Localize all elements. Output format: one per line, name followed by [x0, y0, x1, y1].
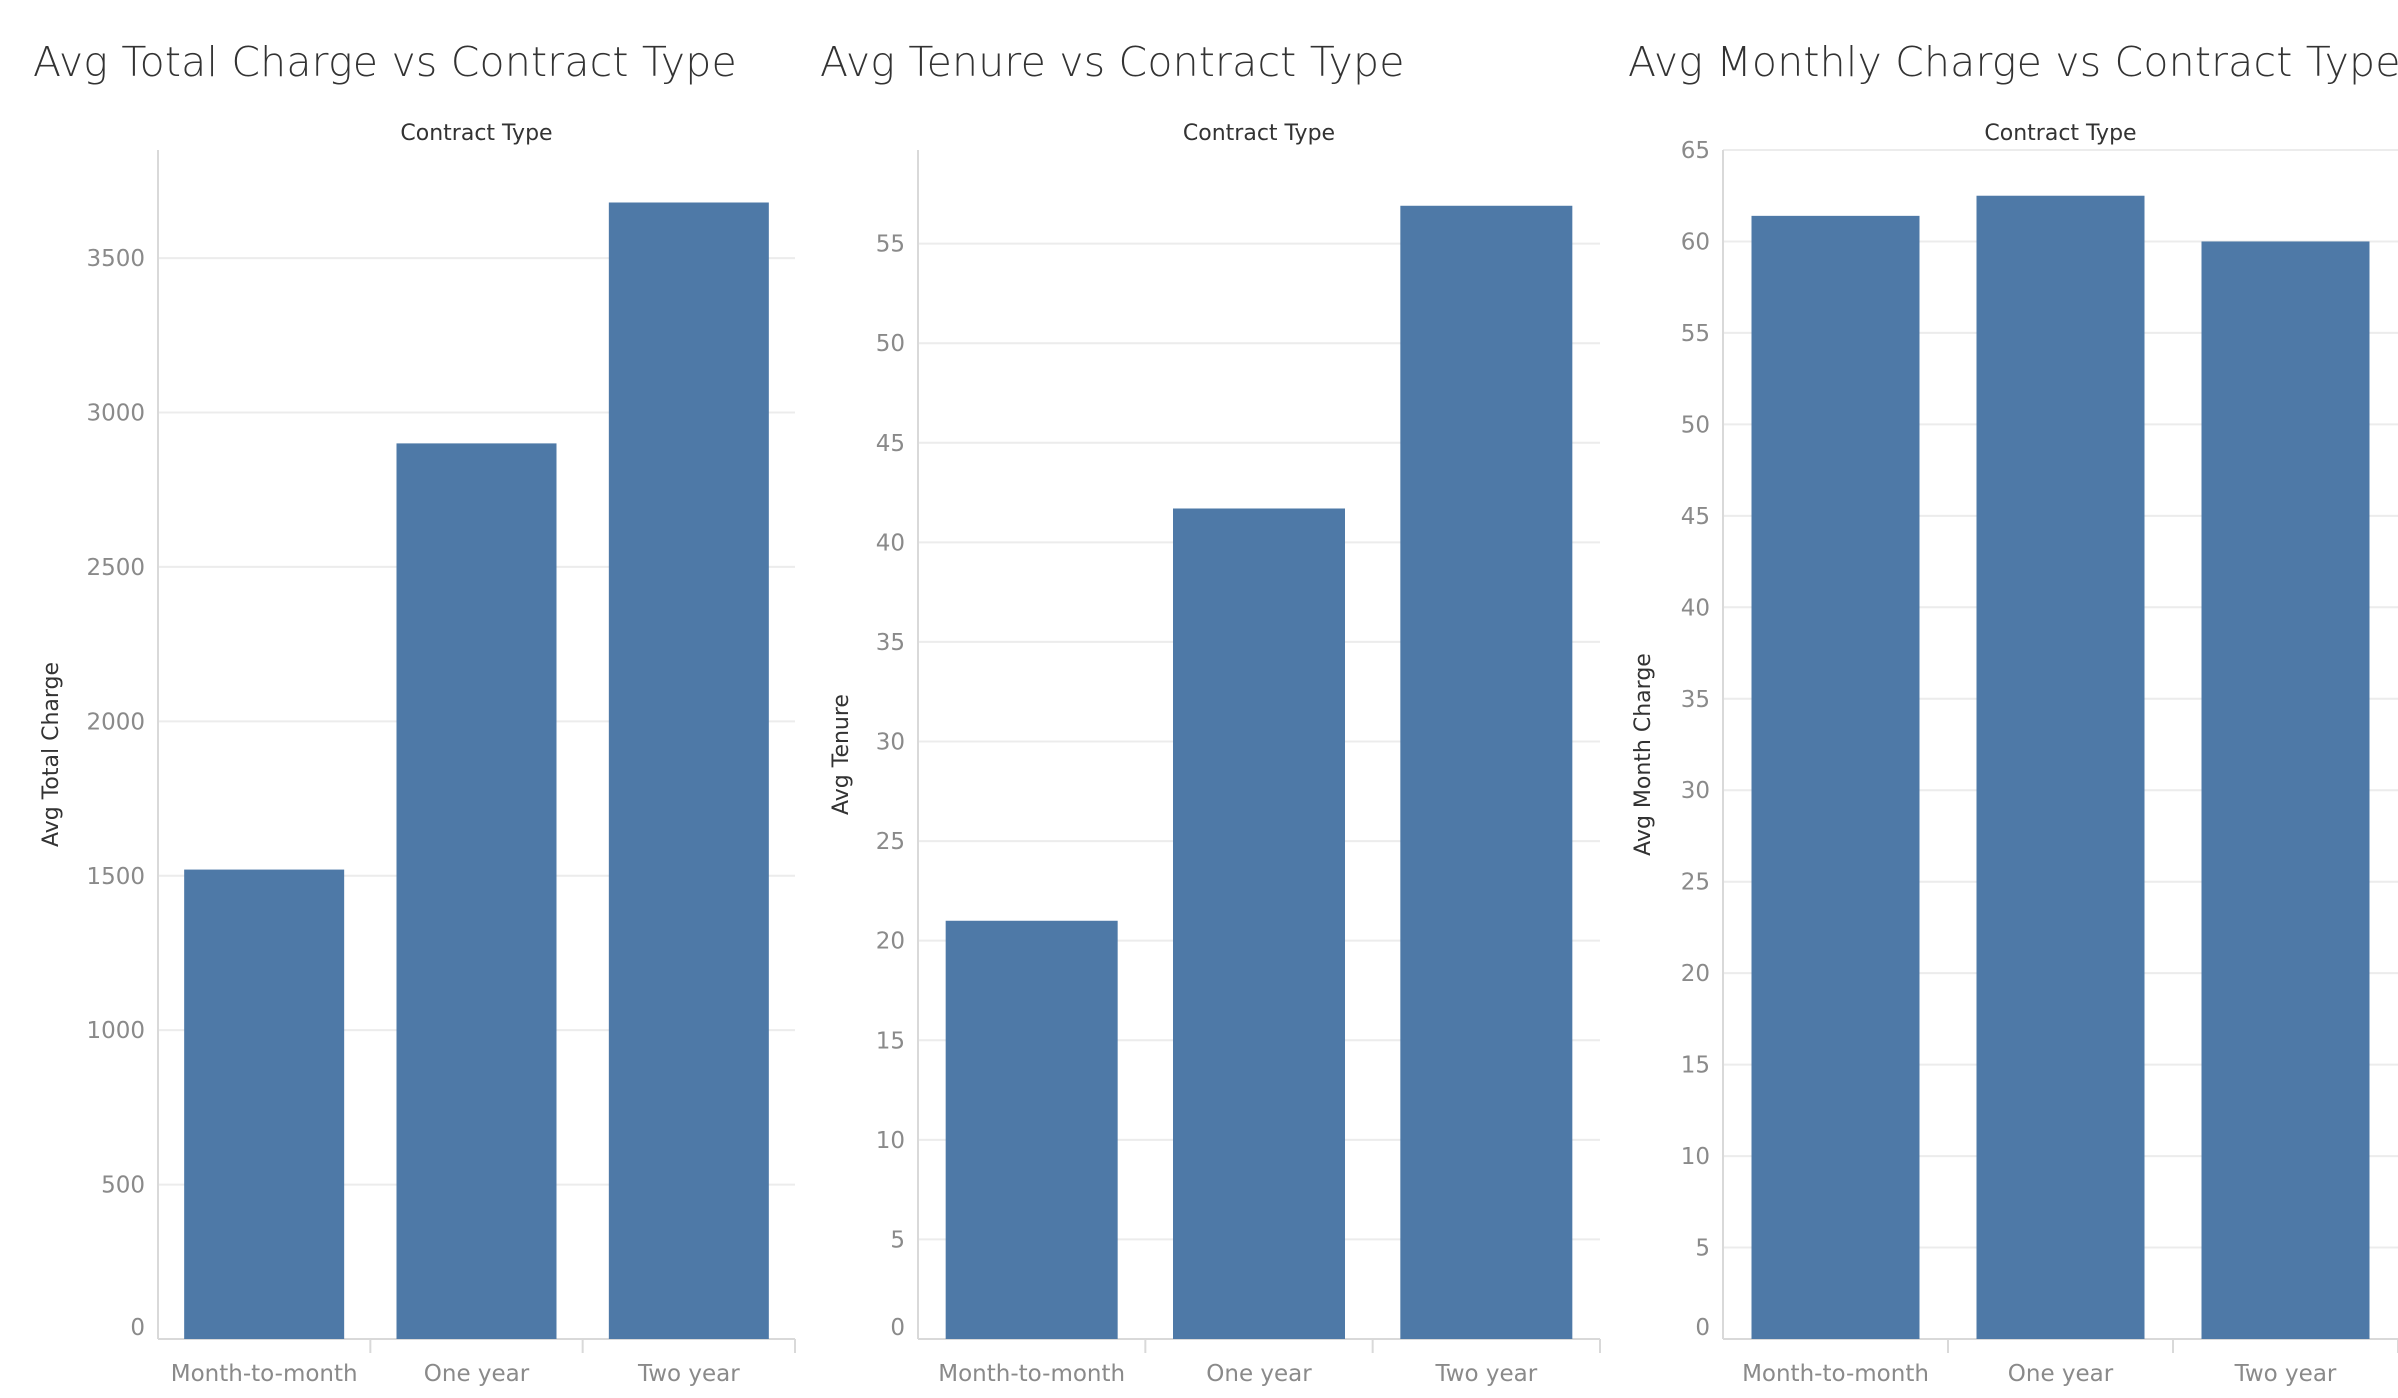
chart-title: Avg Total Charge vs Contract Type	[33, 38, 737, 86]
bar	[2201, 241, 2370, 1339]
y-tick-label: 55	[1681, 321, 1710, 347]
chart-panel-tenure: Avg Tenure vs Contract Type Contract Typ…	[800, 0, 1610, 1398]
bar	[1751, 215, 1920, 1340]
x-tick-label: Month-to-month	[938, 1361, 1125, 1387]
y-tick-label: 55	[876, 232, 905, 258]
y-tick-label: 30	[876, 730, 905, 756]
x-tick-label: Month-to-month	[171, 1361, 358, 1387]
column-header: Contract Type	[1984, 121, 2136, 146]
y-tick-label: 0	[130, 1315, 145, 1341]
x-tick-label: Two year	[637, 1361, 740, 1387]
bar	[1400, 205, 1573, 1339]
y-tick-label: 50	[876, 331, 905, 357]
y-tick-label: 0	[890, 1315, 905, 1341]
y-tick-label: 5	[890, 1227, 905, 1253]
y-tick-label: 35	[876, 630, 905, 656]
chart-panel-total-charge: Avg Total Charge vs Contract Type Contra…	[0, 0, 800, 1398]
chart-svg: Contract Type 0 500 1000 1500 2000 2500 3000 350…	[39, 121, 796, 1387]
y-tick-label: 3500	[86, 246, 145, 272]
bar	[1976, 195, 2145, 1340]
y-tick-label: 20	[1681, 961, 1710, 987]
y-tick-label: 0	[1695, 1315, 1710, 1341]
y-axis-label: Avg Tenure	[829, 694, 854, 815]
y-tick-label: 20	[876, 929, 905, 955]
y-tick-label: 45	[1681, 504, 1710, 530]
column-header: Contract Type	[1183, 121, 1335, 146]
chart-title: Avg Monthly Charge vs Contract Type	[1628, 38, 2398, 86]
y-tick-label: 30	[1681, 778, 1710, 804]
y-tick-label: 3000	[86, 401, 145, 427]
y-tick-label: 45	[876, 431, 905, 457]
y-tick-label: 15	[876, 1028, 905, 1054]
y-axis-label: Avg Total Charge	[39, 662, 64, 847]
chart-panel-monthly-charge: Avg Monthly Charge vs Contract Type Cont…	[1610, 0, 2398, 1398]
y-tick-label: 25	[1681, 870, 1710, 896]
y-tick-label: 65	[1681, 138, 1710, 164]
x-tick-label: Two year	[1434, 1361, 1537, 1387]
y-tick-label: 10	[876, 1128, 905, 1154]
bar	[608, 202, 769, 1339]
bar	[184, 869, 345, 1339]
y-tick-label: 5	[1695, 1236, 1710, 1262]
y-tick-label: 60	[1681, 229, 1710, 255]
x-tick-label: Two year	[2234, 1361, 2337, 1387]
y-tick-label: 35	[1681, 687, 1710, 713]
x-tick-label: Month-to-month	[1742, 1361, 1929, 1387]
y-tick-label: 40	[876, 530, 905, 556]
y-tick-label: 25	[876, 829, 905, 855]
y-tick-label: 10	[1681, 1144, 1710, 1170]
y-axis-label: Avg Month Charge	[1631, 653, 1656, 856]
y-tick-label: 2000	[86, 709, 145, 735]
y-tick-label: 2500	[86, 555, 145, 581]
y-tick-label: 1000	[86, 1018, 145, 1044]
x-tick-label: One year	[2008, 1361, 2114, 1387]
y-tick-label: 40	[1681, 595, 1710, 621]
bar	[396, 443, 557, 1339]
y-tick-label: 50	[1681, 412, 1710, 438]
bar	[945, 920, 1118, 1339]
chart-title: Avg Tenure vs Contract Type	[820, 38, 1405, 86]
chart-svg: Contract Type 0 5 10 15 20 25 30 35 40 45 50 55 Month…	[829, 121, 1601, 1387]
y-tick-label: 500	[101, 1173, 145, 1199]
column-header: Contract Type	[400, 121, 552, 146]
x-tick-label: One year	[424, 1361, 530, 1387]
x-tick-label: One year	[1206, 1361, 1312, 1387]
bar	[1173, 508, 1345, 1340]
y-tick-label: 15	[1681, 1053, 1710, 1079]
chart-svg: Contract Type 0 5 10 15 20 25 30 35 40 45 50 55 60 65 M…	[1631, 121, 2398, 1387]
y-tick-label: 1500	[86, 864, 145, 890]
